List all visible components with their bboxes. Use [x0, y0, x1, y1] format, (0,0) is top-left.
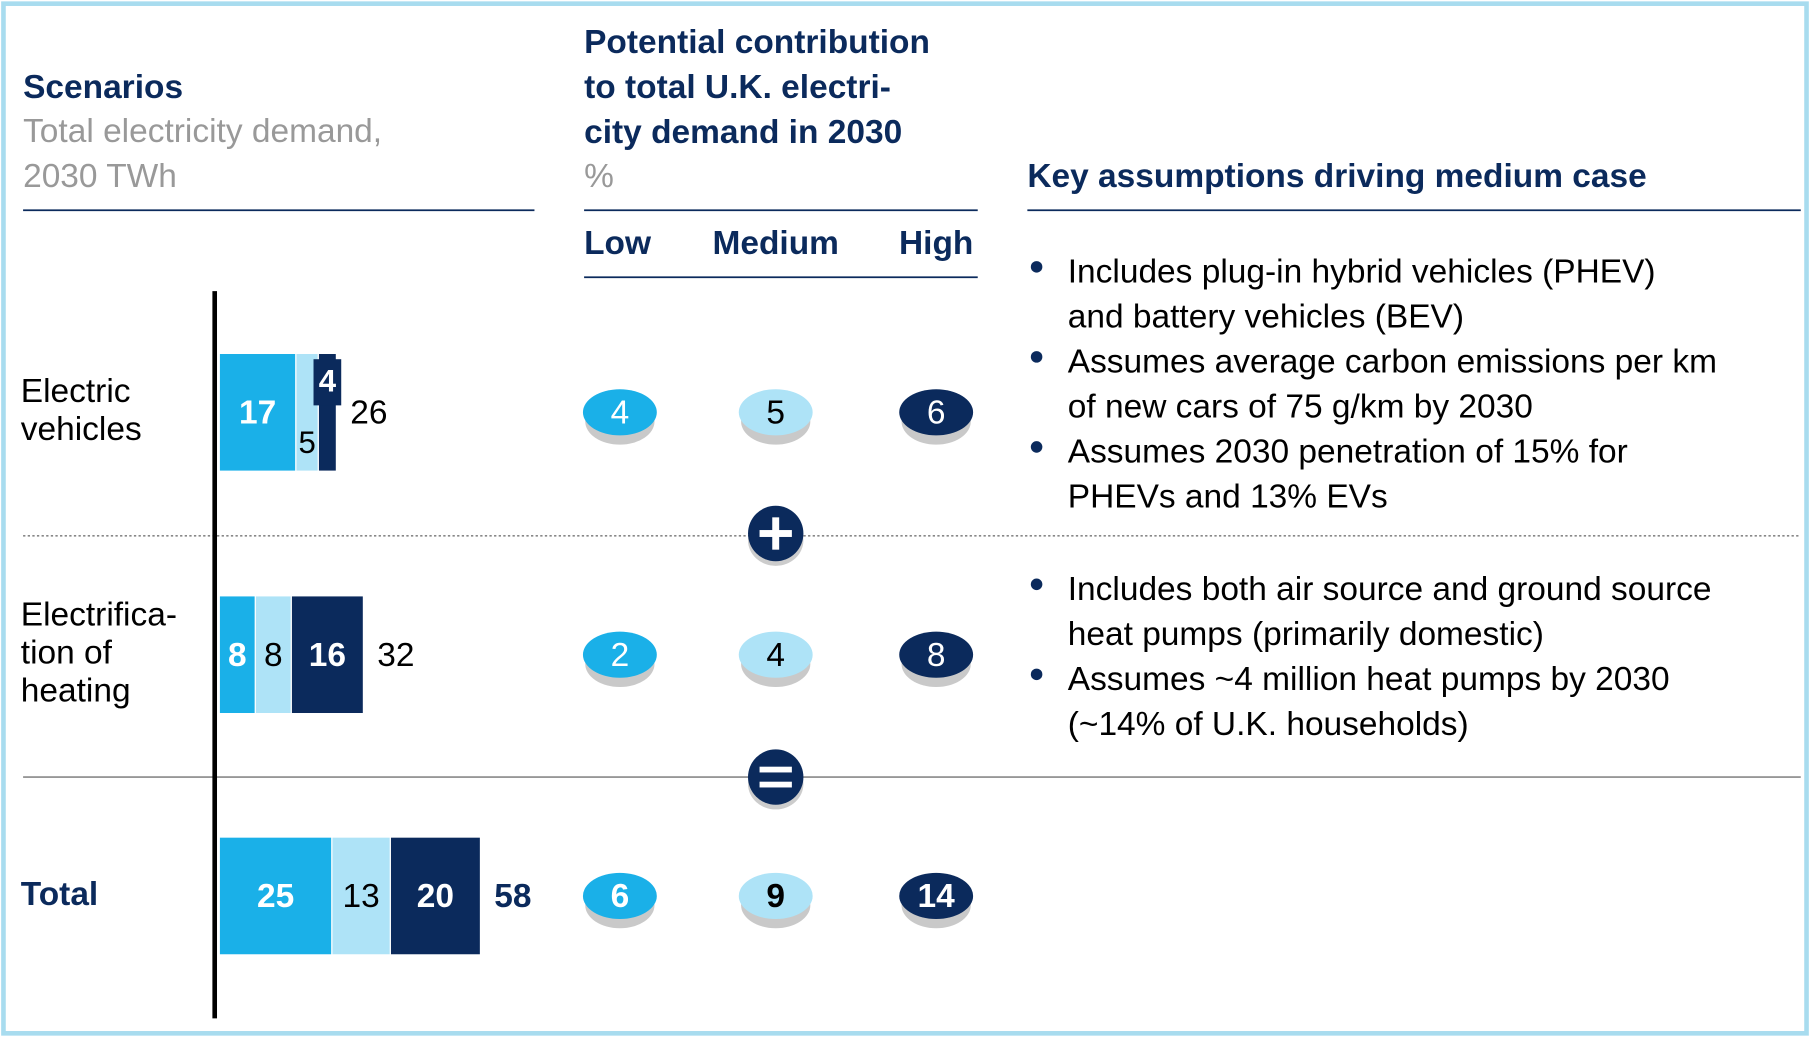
- bullet: [1030, 441, 1043, 453]
- bubble: [899, 631, 974, 678]
- bullet: [1030, 261, 1043, 273]
- total-label: 58: [494, 878, 531, 915]
- bubble: [738, 872, 813, 920]
- segment-label: 17: [239, 394, 276, 431]
- bubble-label: 6: [611, 878, 630, 915]
- bubble-label: 8: [927, 637, 946, 674]
- column-header: Medium: [712, 225, 838, 262]
- segment-label: 13: [343, 878, 380, 915]
- bubble: [582, 872, 657, 920]
- bullet-text: Includes plug-in hybrid vehicles (PHEV): [1068, 254, 1656, 291]
- bullet: [1030, 668, 1043, 681]
- segment-label-box: [313, 359, 342, 406]
- bubble-label: 4: [611, 394, 630, 431]
- bar-segment: [218, 836, 333, 956]
- contribution-unit: %: [584, 158, 614, 195]
- bullet-text: and battery vehicles (BEV): [1068, 299, 1464, 336]
- contribution-title: Potential contribution: [584, 24, 930, 61]
- segment-label: 16: [309, 637, 346, 674]
- bubble: [899, 872, 974, 920]
- bar-segment: [331, 836, 391, 956]
- bubble-label: 5: [766, 394, 785, 431]
- assumptions-title: Key assumptions driving medium case: [1027, 158, 1646, 195]
- row-label: Electrifica-: [21, 596, 177, 633]
- bullet-text: heat pumps (primarily domestic): [1068, 616, 1544, 653]
- bar-segment: [218, 352, 297, 472]
- column-header: Low: [584, 225, 652, 262]
- scenarios-subtitle: 2030 TWh: [23, 158, 177, 195]
- bubble: [738, 389, 813, 436]
- bullet-text: PHEVs and 13% EVs: [1068, 479, 1388, 516]
- segment-label: 8: [228, 637, 247, 674]
- bubble-label: 14: [918, 878, 956, 915]
- scenarios-subtitle: Total electricity demand,: [23, 113, 382, 150]
- bullet-text: Includes both air source and ground sour…: [1068, 571, 1712, 608]
- row-label: vehicles: [21, 411, 142, 448]
- scenarios-title: Scenarios: [23, 69, 183, 106]
- row-label: tion of: [21, 635, 113, 672]
- bullet-text: (~14% of U.K. households): [1068, 706, 1469, 743]
- row-label: heating: [21, 673, 131, 710]
- bullet-text: Assumes 2030 penetration of 15% for: [1068, 434, 1628, 471]
- bubble: [738, 631, 813, 678]
- bubble: [582, 631, 657, 678]
- segment-label: 25: [257, 878, 294, 915]
- bubble: [899, 389, 974, 436]
- contribution-title: city demand in 2030: [584, 114, 902, 151]
- bullet-text: Assumes average carbon emissions per km: [1068, 344, 1717, 381]
- segment-label: 8: [264, 637, 283, 674]
- segment-label: 4: [319, 364, 337, 399]
- bubble-label: 6: [927, 394, 946, 431]
- contribution-title: to total U.K. electri-: [584, 69, 891, 106]
- total-label: 26: [350, 394, 387, 431]
- bar-segment: [218, 595, 256, 715]
- row-label: Electric: [21, 373, 131, 410]
- total-label: 32: [377, 637, 414, 674]
- column-header: High: [899, 225, 973, 262]
- bullet-text: Assumes ~4 million heat pumps by 2030: [1068, 661, 1670, 698]
- bubble-label: 4: [766, 637, 785, 674]
- bubble-label: 2: [611, 637, 630, 674]
- bar-segment: [254, 595, 292, 715]
- plus-icon: [748, 505, 804, 566]
- bullet-text: of new cars of 75 g/km by 2030: [1068, 389, 1533, 426]
- bullet: [1030, 578, 1043, 591]
- row-label: Total: [21, 876, 98, 913]
- bar-segment: [290, 595, 364, 715]
- bubble-label: 9: [766, 878, 785, 915]
- bullet: [1030, 351, 1043, 363]
- bubble: [582, 389, 657, 436]
- bar-segment: [389, 836, 482, 956]
- segment-label: 5: [298, 425, 315, 460]
- equals-icon: [748, 749, 804, 810]
- segment-label: 20: [417, 878, 454, 915]
